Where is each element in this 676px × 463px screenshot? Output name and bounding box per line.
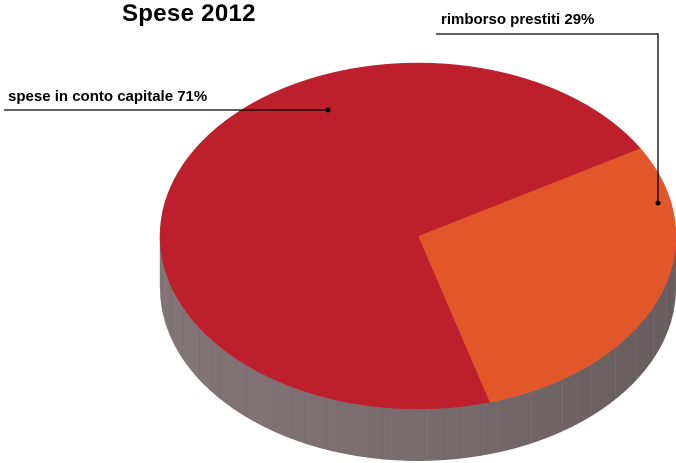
callout-line-rimborso-prestiti (436, 33, 659, 203)
slice-label-spese-conto-capitale: spese in conto capitale 71% (8, 88, 208, 105)
pie-side-wall-shape (160, 236, 676, 461)
pie-slices (159, 62, 676, 410)
pie-slice-rimborso-prestiti (417, 147, 676, 403)
callout-dot-spese-conto-capitale (325, 107, 331, 113)
chart-title: Spese 2012 (122, 0, 256, 27)
slice-label-rimborso-prestiti: rimborso prestiti 29% (441, 11, 595, 28)
pie-side-wall (159, 236, 676, 461)
callout-lines (4, 33, 661, 206)
callout-dot-rimborso-prestiti (655, 200, 661, 206)
pie-slice-spese-in-conto-capitale (159, 62, 641, 410)
